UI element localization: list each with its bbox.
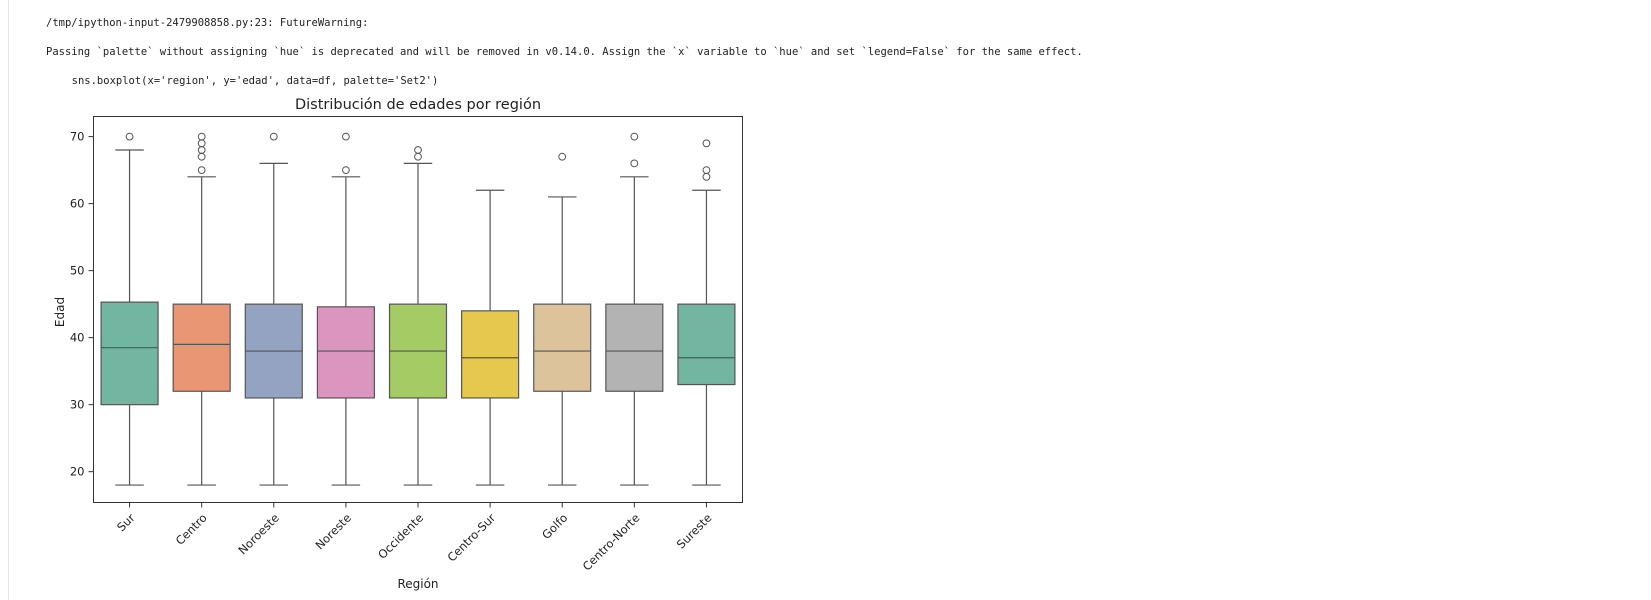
outlier-point bbox=[630, 132, 639, 141]
outlier-point bbox=[197, 146, 206, 154]
box-sureste bbox=[677, 303, 736, 386]
outlier-point bbox=[269, 132, 278, 141]
x-tick-label: Sur bbox=[114, 511, 138, 535]
x-tick-label: Centro-Norte bbox=[580, 511, 643, 574]
x-tick-label: Noreste bbox=[312, 511, 354, 553]
outlier-point bbox=[414, 152, 422, 161]
output-gutter-rule bbox=[8, 0, 9, 600]
warning-message-line: Passing `palette` without assigning `hue… bbox=[46, 46, 1083, 58]
box-centro-norte bbox=[605, 303, 664, 392]
outlier-point bbox=[197, 132, 206, 141]
outlier-point bbox=[197, 139, 206, 148]
outlier-point bbox=[197, 152, 206, 161]
outlier-point bbox=[197, 166, 206, 175]
outlier-point bbox=[414, 146, 422, 154]
outlier-point bbox=[702, 139, 711, 148]
box-golfo bbox=[533, 303, 592, 392]
x-tick-label: Centro-Sur bbox=[444, 511, 498, 565]
y-tick-label: 60 bbox=[70, 197, 85, 211]
box-centro bbox=[172, 303, 231, 392]
outlier-point bbox=[341, 132, 350, 141]
box-centro-sur bbox=[461, 310, 520, 399]
x-axis-label: Región bbox=[397, 577, 438, 591]
y-tick-label: 70 bbox=[70, 130, 85, 144]
x-tick-label: Centro bbox=[173, 511, 210, 548]
y-tick-label: 20 bbox=[70, 465, 85, 479]
outlier-point bbox=[702, 166, 711, 175]
outlier-point bbox=[702, 172, 711, 181]
outlier-point bbox=[341, 166, 350, 175]
outlier-point bbox=[125, 132, 134, 141]
x-tick-label: Occidente bbox=[375, 511, 426, 562]
y-tick-label: 50 bbox=[70, 264, 85, 278]
y-axis-label: Edad bbox=[53, 297, 67, 327]
warning-source-line: /tmp/ipython-input-2479908858.py:23: Fut… bbox=[46, 17, 369, 29]
y-tick-label: 40 bbox=[70, 331, 85, 345]
x-tick-label: Sureste bbox=[674, 511, 715, 552]
box-sur bbox=[100, 301, 159, 406]
box-noreste bbox=[316, 306, 375, 399]
y-tick-label: 30 bbox=[70, 398, 85, 412]
x-tick-label: Golfo bbox=[539, 511, 570, 542]
plot-frame bbox=[93, 116, 743, 503]
outlier-point bbox=[630, 159, 639, 168]
boxplot-chart: Distribución de edades por región Región… bbox=[53, 97, 743, 591]
outlier-point bbox=[558, 152, 567, 161]
plot-area: 20 30 40 50 60 70 Sur Centro Noroeste Noreste Occi… bbox=[70, 130, 736, 574]
chart-title: Distribución de edades por región bbox=[295, 97, 541, 113]
x-tick-label: Noroeste bbox=[235, 511, 282, 558]
warning-code-line: sns.boxplot(x='region', y='edad', data=d… bbox=[59, 75, 439, 87]
